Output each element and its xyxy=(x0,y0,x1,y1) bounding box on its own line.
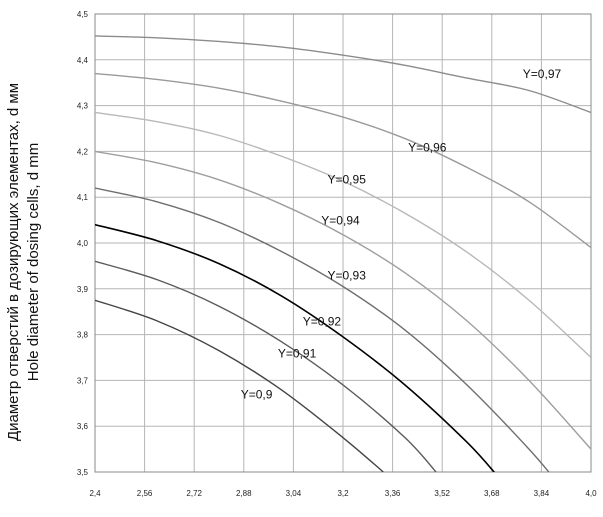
x-tick-label: 4,0 xyxy=(585,489,597,498)
y-tick-label: 3,8 xyxy=(77,331,89,340)
curves xyxy=(95,35,591,472)
x-tick-label: 2,4 xyxy=(89,489,101,498)
y-tick-label: 3,9 xyxy=(77,285,89,294)
y-tick-label: 3,5 xyxy=(77,468,89,477)
x-tick-label: 2,88 xyxy=(236,489,252,498)
y-tick-label: 4,5 xyxy=(77,10,89,19)
x-tick-label: 3,04 xyxy=(286,489,302,498)
x-tick-label: 3,68 xyxy=(484,489,500,498)
x-tick-label: 3,52 xyxy=(434,489,450,498)
y-tick-labels: 3,5 3,6 3,7 3,8 3,9 4,0 4,1 4,2 4,3 4,4 4,5 xyxy=(77,10,89,477)
y-tick-label: 3,7 xyxy=(77,376,89,385)
x-tick-label: 3,36 xyxy=(385,489,401,498)
y-axis-title-en: Hole diameter of dosing cells, d mm xyxy=(25,143,42,381)
y-tick-label: 4,0 xyxy=(77,239,89,248)
curve-line xyxy=(95,35,591,114)
curve-line xyxy=(95,223,496,472)
curve-label: Y=0,9 xyxy=(241,388,273,402)
curve-label: Y=0,94 xyxy=(321,214,360,228)
curve-label: Y=0,96 xyxy=(408,140,447,154)
curve-label: Y=0,95 xyxy=(328,172,367,186)
curve-label: Y=0,97 xyxy=(523,67,562,81)
y-tick-label: 4,3 xyxy=(77,102,89,111)
curve-line xyxy=(95,150,591,450)
x-tick-label: 3,2 xyxy=(337,489,349,498)
x-tick-label: 3,84 xyxy=(534,489,550,498)
curve-line xyxy=(95,72,591,249)
plot-frame xyxy=(94,13,592,473)
curve-labels: Y=0,97 Y=0,96 Y=0,95 Y=0,94 Y=0,93 Y=0,92 Y=0,… xyxy=(241,67,562,402)
y-tick-label: 4,4 xyxy=(77,56,89,65)
curve-line xyxy=(95,111,591,359)
grid xyxy=(94,13,592,473)
curve-line xyxy=(95,299,384,472)
x-tick-label: 2,72 xyxy=(186,489,202,498)
curve-label: Y=0,91 xyxy=(278,347,317,361)
curve-label: Y=0,92 xyxy=(303,314,342,328)
curve-line xyxy=(95,260,437,472)
y-tick-label: 3,6 xyxy=(77,422,89,431)
y-tick-label: 4,1 xyxy=(77,193,89,202)
x-tick-label: 2,56 xyxy=(137,489,153,498)
x-tick-labels: 2,4 2,56 2,72 2,88 3,04 3,2 3,36 3,52 3,68 3,84 4,… xyxy=(89,489,597,498)
curve-line xyxy=(95,187,550,472)
y-tick-label: 4,2 xyxy=(77,147,89,156)
y-axis-title-group: Диаметр отверстий в дозирующих элементах… xyxy=(5,83,42,441)
curve-label: Y=0,93 xyxy=(328,269,367,283)
y-axis-title-ru: Диаметр отверстий в дозирующих элементах… xyxy=(5,83,22,441)
